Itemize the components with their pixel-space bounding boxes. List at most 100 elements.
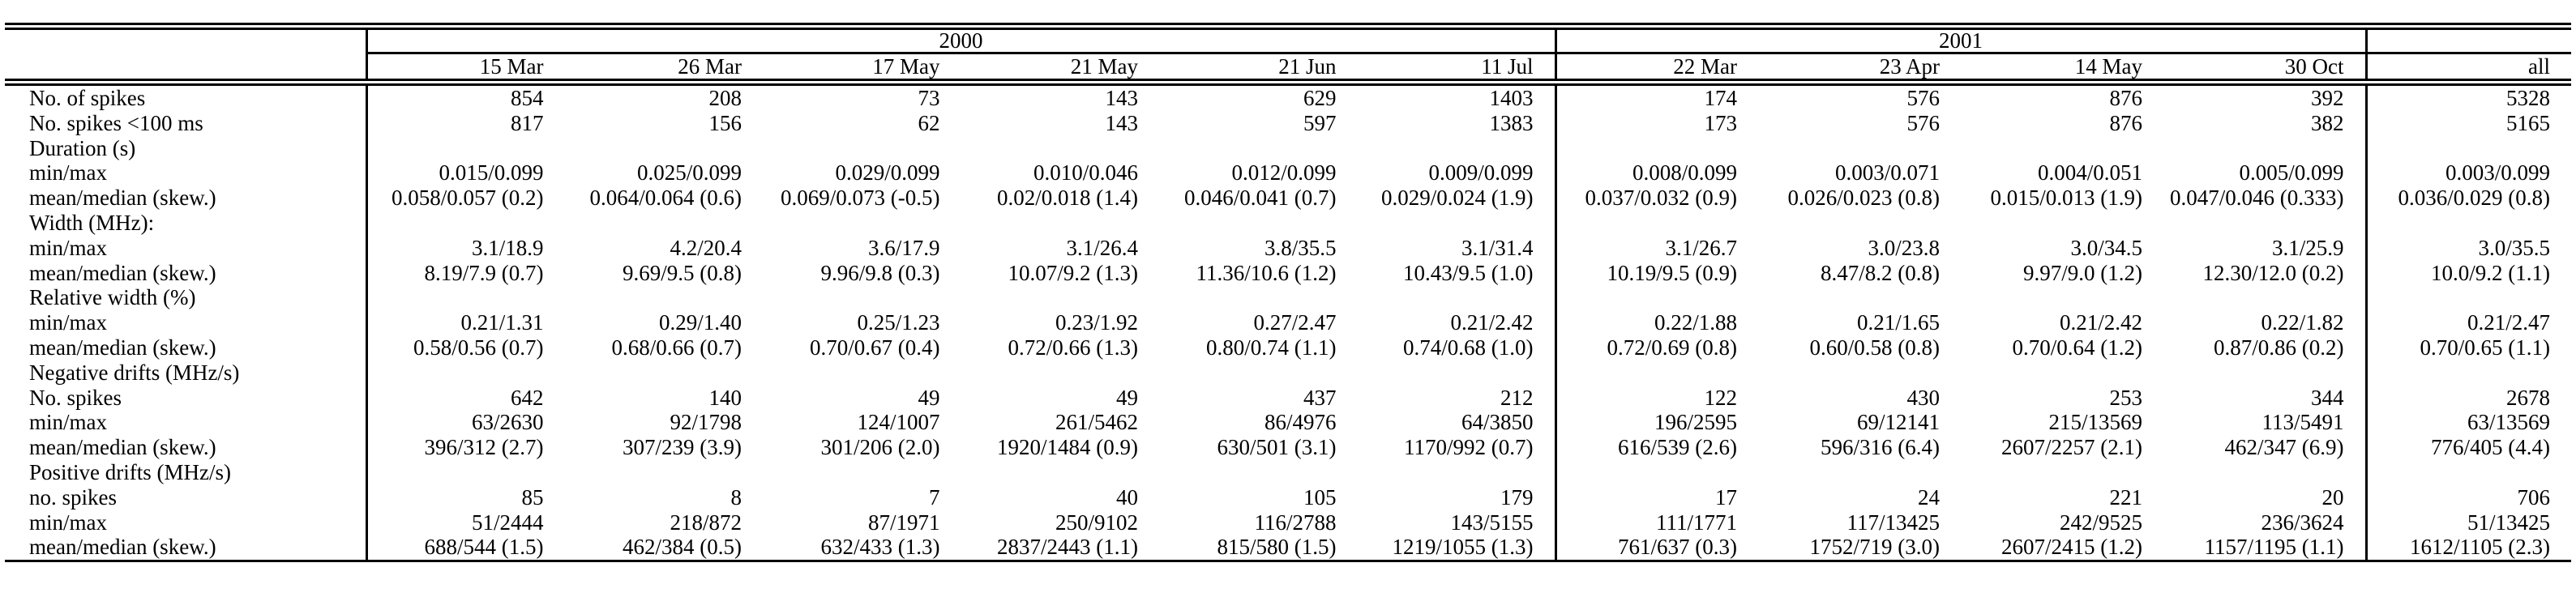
cell-value bbox=[2163, 285, 2368, 311]
cell-value: 3.1/26.4 bbox=[1066, 235, 1138, 260]
cell-value: 212 bbox=[1357, 385, 1557, 411]
cell-value: 3.0/23.8 bbox=[1868, 235, 1940, 260]
column-header: 17 May bbox=[763, 53, 961, 86]
table-row: Width (MHz): bbox=[5, 210, 2571, 236]
table-row: min/max 0.015/0.099 0.025/0.099 0.029/0.099… bbox=[5, 160, 2571, 186]
table-row: mean/median (skew.) 688/544 (1.5) 462/384 … bbox=[5, 535, 2571, 561]
cell-value: 1383 bbox=[1357, 110, 1557, 136]
cell-value bbox=[2366, 136, 2571, 161]
table-row: mean/median (skew.) 0.058/0.057 (0.2) 0.06… bbox=[5, 185, 2571, 211]
cell-value bbox=[763, 460, 961, 485]
cell-value: 221 bbox=[2109, 484, 2143, 510]
cell-value: 236/3624 bbox=[2163, 510, 2368, 535]
cell-value: 706 bbox=[2517, 484, 2551, 510]
cell-value: 0.23/1.92 bbox=[1055, 310, 1138, 335]
cell-value bbox=[366, 360, 565, 386]
cell-value: 0.70/0.64 (1.2) bbox=[2012, 335, 2142, 360]
column-header: 21 Jun bbox=[1159, 53, 1358, 86]
spike-statistics-table: 2000 2001 15 Mar 26 Mar 17 May 21 May 21… bbox=[5, 23, 2571, 563]
cell-value: 3.8/35.5 bbox=[1264, 235, 1337, 260]
row-label: mean/median (skew.) bbox=[5, 535, 368, 561]
cell-value: 597 bbox=[1303, 110, 1337, 135]
spike-statistics-table-container: 2000 2001 15 Mar 26 Mar 17 May 21 May 21… bbox=[5, 23, 2571, 563]
row-label: Width (MHz): bbox=[5, 210, 368, 236]
cell-value bbox=[1159, 285, 1358, 310]
cell-value: 629 bbox=[1303, 86, 1337, 110]
cell-value: 9.96/9.8 (0.3) bbox=[820, 260, 940, 285]
cell-value bbox=[1555, 460, 1758, 485]
cell-value: 73 bbox=[918, 86, 940, 110]
cell-value bbox=[1961, 285, 2163, 310]
cell-value: 0.70/0.67 (0.4) bbox=[810, 335, 940, 360]
cell-value: 0.008/0.099 bbox=[1632, 160, 1737, 185]
cell-value: 0.015/0.099 bbox=[439, 160, 544, 185]
table-row: Relative width (%) bbox=[5, 285, 2571, 311]
cell-value bbox=[366, 460, 565, 485]
cell-value: 4.2/20.4 bbox=[670, 235, 742, 260]
cell-value: 0.22/1.82 bbox=[2163, 310, 2368, 335]
cell-value: 462/347 (6.9) bbox=[2163, 435, 2368, 460]
cell-value: 218/872 bbox=[670, 510, 742, 535]
cell-value: 0.026/0.023 (0.8) bbox=[1787, 185, 1940, 211]
cell-value: 85 bbox=[521, 484, 544, 510]
table-row: Duration (s) bbox=[5, 135, 2571, 161]
cell-value bbox=[565, 360, 764, 386]
column-header: 26 Mar bbox=[564, 53, 763, 86]
row-label: no. spikes bbox=[5, 484, 368, 510]
cell-value: 0.005/0.099 bbox=[2163, 160, 2368, 186]
cell-value bbox=[366, 285, 565, 310]
table-row: min/max 63/2630 92/1798 124/1007 261/5462 86/… bbox=[5, 410, 2571, 436]
table-row: Positive drifts (MHz/s) bbox=[5, 459, 2571, 485]
cell-value bbox=[763, 360, 961, 386]
row-label: min/max bbox=[5, 235, 368, 261]
cell-value: 10.07/9.2 (1.3) bbox=[1008, 260, 1138, 285]
cell-value: 462/384 (0.5) bbox=[623, 535, 742, 560]
cell-value: 0.015/0.013 (1.9) bbox=[1990, 185, 2142, 211]
column-header: all bbox=[2366, 53, 2571, 86]
cell-value: 140 bbox=[708, 385, 742, 410]
cell-value: 1403 bbox=[1357, 82, 1557, 111]
cell-value: 173 bbox=[1704, 110, 1738, 135]
cell-value: 642 bbox=[511, 385, 544, 410]
cell-value: 0.009/0.099 bbox=[1357, 160, 1557, 186]
cell-value: 10.19/9.5 (0.9) bbox=[1607, 260, 1737, 285]
cell-value: 0.037/0.032 (0.9) bbox=[1585, 185, 1737, 211]
cell-value bbox=[2366, 360, 2571, 386]
cell-value bbox=[961, 460, 1160, 485]
cell-value: 10.0/9.2 (1.1) bbox=[2431, 260, 2550, 285]
cell-value bbox=[2366, 285, 2571, 310]
cell-value: 632/433 (1.3) bbox=[820, 535, 940, 560]
cell-value: 242/9525 bbox=[2059, 510, 2142, 535]
row-label: Negative drifts (MHz/s) bbox=[5, 360, 368, 386]
cell-value: 92/1798 bbox=[670, 410, 742, 435]
column-group-all bbox=[2366, 26, 2571, 54]
cell-value: 0.21/2.42 bbox=[1357, 310, 1557, 335]
cell-value bbox=[366, 136, 565, 161]
cell-value: 437 bbox=[1303, 385, 1337, 410]
cell-value: 122 bbox=[1704, 385, 1738, 410]
cell-value bbox=[1159, 211, 1358, 236]
cell-value: 63/13569 bbox=[2467, 410, 2550, 435]
cell-value: 817 bbox=[511, 110, 544, 135]
cell-value bbox=[1159, 360, 1358, 386]
cell-value: 3.0/35.5 bbox=[2478, 235, 2550, 260]
cell-value: 143 bbox=[1105, 86, 1139, 110]
cell-value bbox=[1961, 211, 2163, 236]
cell-value: 0.029/0.099 bbox=[835, 160, 940, 185]
cell-value: 49 bbox=[1116, 385, 1138, 410]
cell-value: 2678 bbox=[2506, 385, 2550, 410]
cell-value: 3.1/25.9 bbox=[2163, 235, 2368, 261]
cell-value bbox=[961, 285, 1160, 310]
cell-value bbox=[1758, 360, 1961, 386]
cell-value bbox=[1357, 285, 1557, 311]
cell-value: 1920/1484 (0.9) bbox=[997, 435, 1138, 460]
column-header: 21 May bbox=[961, 53, 1159, 86]
cell-value bbox=[1555, 211, 1758, 236]
cell-value bbox=[763, 211, 961, 236]
cell-value: 7 bbox=[929, 484, 940, 510]
cell-value bbox=[1961, 460, 2163, 485]
cell-value bbox=[1357, 360, 1557, 386]
cell-value: 1612/1105 (2.3) bbox=[2410, 535, 2550, 560]
cell-value: 616/539 (2.6) bbox=[1618, 435, 1737, 460]
cell-value: 0.27/2.47 bbox=[1253, 310, 1337, 335]
